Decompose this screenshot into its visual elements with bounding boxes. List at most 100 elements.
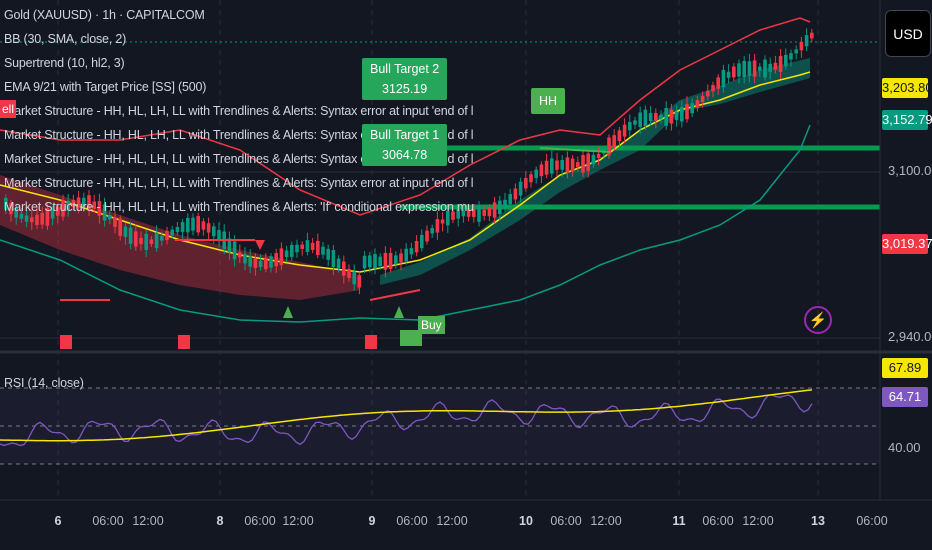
bull-target-2-value: 3125.19	[382, 82, 428, 96]
candle-body	[539, 164, 544, 177]
ll-marker-3	[365, 335, 377, 349]
candle-body	[409, 248, 414, 255]
candle-body	[622, 124, 627, 137]
candle-body	[768, 63, 772, 72]
candle-body	[742, 60, 746, 78]
time-axis-label: 06:00	[550, 514, 582, 528]
candle-body	[144, 233, 148, 250]
rsi-title[interactable]: RSI (14, close)	[4, 376, 84, 390]
candle-body	[357, 275, 362, 288]
sell-label: ell	[0, 100, 17, 118]
candle-body	[14, 207, 18, 218]
candle-body	[30, 217, 34, 223]
candle-body	[581, 155, 585, 173]
time-axis-label: 12:00	[742, 514, 774, 528]
time-axis-label: 12:00	[436, 514, 468, 528]
time-axis-label: 06:00	[92, 514, 124, 528]
candle-body	[326, 248, 330, 260]
candle-body	[487, 207, 492, 217]
indicator-market-structure-1[interactable]: Market Structure - HH, HL, LH, LL with T…	[4, 104, 474, 118]
candle-body	[123, 226, 128, 237]
candle-body	[362, 255, 367, 269]
candle-body	[399, 253, 403, 263]
candle-body	[139, 237, 143, 245]
indicator-market-structure-4[interactable]: Market Structure - HH, HL, LH, LL with T…	[4, 176, 474, 190]
candle-body	[134, 231, 138, 247]
candle-body	[316, 240, 320, 256]
candle-body	[300, 244, 304, 249]
ll-marker-2	[178, 335, 190, 349]
candle-body	[321, 246, 325, 255]
candle-body	[643, 109, 648, 127]
candle-body	[482, 209, 486, 216]
time-axis-label: 12:00	[132, 514, 164, 528]
candle-body	[414, 240, 419, 253]
candle-body	[570, 158, 575, 172]
candle-body	[92, 201, 96, 209]
time-axis-label: 06:00	[244, 514, 276, 528]
candle-body	[175, 226, 180, 233]
chart-title[interactable]: Gold (XAUUSD) · 1h · CAPITALCOM	[4, 8, 205, 22]
candle-body	[87, 195, 91, 211]
currency-button[interactable]: USD	[885, 10, 931, 57]
candle-body	[82, 197, 86, 207]
bearish-cloud	[0, 175, 360, 300]
candle-body	[368, 255, 372, 268]
candle-body	[440, 219, 445, 224]
candle-body	[524, 178, 528, 189]
candle-body	[674, 111, 679, 120]
lightning-icon[interactable]: ⚡	[804, 306, 832, 334]
candle-body	[492, 202, 497, 218]
candle-body	[794, 49, 798, 54]
indicator-market-structure-3[interactable]: Market Structure - HH, HL, LH, LL with T…	[4, 152, 474, 166]
candle-body	[4, 197, 8, 210]
bull-target-1-label: Bull Target 1	[370, 128, 440, 142]
candle-body	[690, 103, 694, 114]
ll-marker	[60, 335, 72, 349]
candle-body	[498, 200, 502, 214]
time-axis-label: 06:00	[856, 514, 888, 528]
buy-label: Buy	[418, 316, 445, 334]
candle-body	[560, 160, 564, 170]
rsi-tick: 40.00	[888, 440, 921, 455]
candle-body	[342, 261, 346, 276]
candle-body	[430, 228, 434, 234]
candle-body	[154, 232, 159, 249]
candle-body	[529, 174, 533, 183]
candle-body	[638, 112, 642, 128]
indicator-market-structure-5[interactable]: Market Structure - HH, HL, LH, LL with T…	[4, 200, 474, 214]
indicator-supertrend[interactable]: Supertrend (10, hl2, 3)	[4, 56, 125, 70]
candle-body	[804, 35, 809, 47]
indicator-ema[interactable]: EMA 9/21 with Target Price [SS] (500)	[4, 80, 207, 94]
candle-body	[737, 63, 741, 77]
up-triangle	[283, 306, 293, 318]
indicator-bb[interactable]: BB (30, SMA, close, 2)	[4, 32, 127, 46]
time-axis-label: 10	[519, 514, 533, 528]
candle-body	[61, 200, 65, 217]
candle-body	[628, 122, 632, 131]
candle-body	[726, 71, 731, 78]
candle-body	[425, 230, 429, 242]
candle-body	[295, 244, 299, 253]
candle-body	[186, 217, 190, 233]
candle-body	[617, 130, 622, 142]
trendline-red-3	[369, 289, 421, 301]
candle-body	[248, 256, 252, 267]
candlesticks	[4, 28, 814, 295]
candle-body	[758, 66, 762, 71]
candle-body	[76, 197, 81, 208]
candle-body	[274, 253, 278, 267]
candle-body	[253, 258, 258, 268]
candle-body	[477, 204, 481, 222]
indicator-market-structure-2[interactable]: Market Structure - HH, HL, LH, LL with T…	[4, 128, 474, 142]
candle-body	[664, 107, 668, 126]
candle-body	[258, 260, 263, 267]
candle-body	[19, 213, 24, 219]
hh-label: HH	[531, 88, 566, 114]
time-axis-label: 12:00	[590, 514, 622, 528]
candle-body	[544, 160, 549, 175]
candle-body	[201, 221, 206, 230]
candle-body	[503, 199, 507, 208]
rsi-ma-line	[0, 389, 813, 442]
